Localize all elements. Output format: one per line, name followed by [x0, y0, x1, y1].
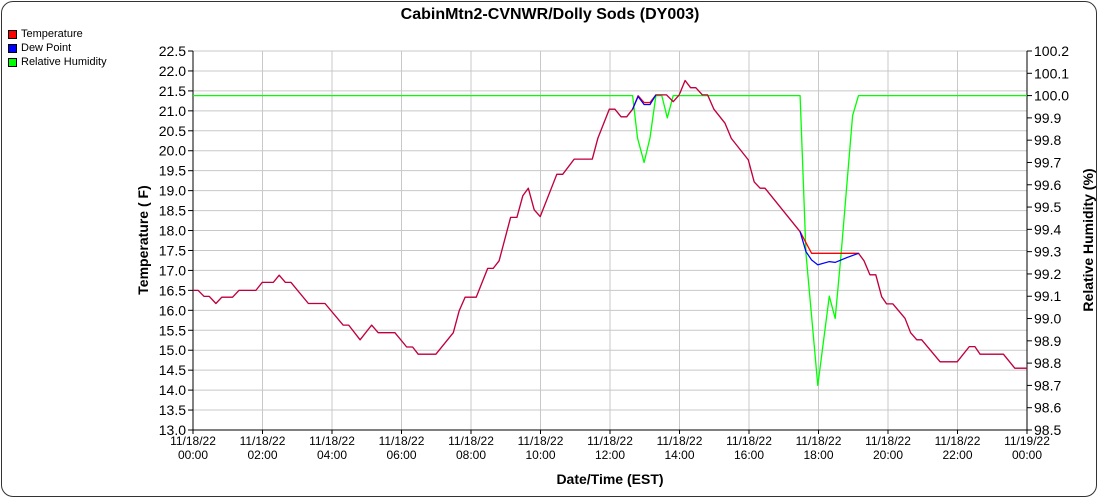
y-tick-label: 20.5	[159, 123, 186, 139]
legend-item-temperature[interactable]: Temperature	[8, 27, 107, 41]
x-tick-date: 11/18/22	[170, 434, 216, 448]
series-line-dew-point-segment	[632, 94, 657, 110]
y2-tick-label: 100.2	[1034, 43, 1069, 59]
series-line-relative-humidity	[193, 94, 1027, 387]
x-tick-date: 11/18/22	[726, 434, 772, 448]
y2-tick-label: 99.8	[1034, 132, 1061, 148]
y2-tick-label: 99.7	[1034, 154, 1061, 170]
y2-tick-label: 100.0	[1034, 88, 1069, 104]
x-tick-date: 11/18/22	[935, 434, 981, 448]
y2-tick-label: 98.9	[1034, 333, 1061, 349]
x-tick-date: 11/18/22	[518, 434, 564, 448]
y-tick-label: 16.0	[159, 302, 186, 318]
legend-swatch-temperature	[8, 29, 17, 39]
x-tick-date: 11/18/22	[448, 434, 494, 448]
y-tick-label: 17.5	[159, 242, 186, 258]
x-tick-time: 20:00	[873, 448, 903, 462]
legend-label: Dew Point	[21, 42, 72, 54]
y2-tick-label: 98.8	[1034, 355, 1061, 371]
x-axis-title: Date/Time (EST)	[556, 471, 663, 487]
y2-tick-label: 98.5	[1034, 422, 1061, 438]
y2-axis-title: Relative Humidity (%)	[1080, 168, 1096, 311]
y-tick-label: 19.5	[159, 163, 186, 179]
y-tick-label: 14.5	[159, 362, 186, 378]
x-tick-time: 04:00	[317, 448, 347, 462]
y-tick-label: 15.0	[159, 342, 186, 358]
y2-tick-label: 99.0	[1034, 311, 1061, 327]
y-tick-label: 15.5	[159, 322, 186, 338]
y2-tick-label: 99.3	[1034, 244, 1061, 260]
y2-tick-label: 100.1	[1034, 65, 1069, 81]
x-tick-time: 10:00	[525, 448, 555, 462]
legend-label: Relative Humidity	[21, 56, 107, 68]
legend-item-dew-point[interactable]: Dew Point	[8, 41, 107, 55]
y2-tick-label: 98.7	[1034, 377, 1061, 393]
x-tick-date: 11/18/22	[587, 434, 633, 448]
x-tick-date: 11/18/22	[865, 434, 911, 448]
x-tick-date: 11/19/22	[1004, 434, 1050, 448]
legend-label: Temperature	[21, 28, 83, 40]
series-line-temperature	[193, 79, 1027, 369]
x-tick-date: 11/18/22	[379, 434, 425, 448]
series-line-dew-point-segment	[799, 231, 859, 266]
y2-tick-label: 99.6	[1034, 177, 1061, 193]
y-tick-label: 21.5	[159, 83, 186, 99]
x-tick-time: 16:00	[734, 448, 764, 462]
x-tick-time: 22:00	[942, 448, 972, 462]
y2-tick-label: 99.4	[1034, 221, 1061, 237]
y-axis-title: Temperature ( F)	[135, 185, 151, 294]
legend-swatch-dew-point	[8, 43, 17, 53]
y-tick-label: 22.5	[159, 43, 186, 59]
x-tick-time: 18:00	[803, 448, 833, 462]
y2-tick-label: 98.6	[1034, 400, 1061, 416]
chart-title: CabinMtn2-CVNWR/Dolly Sods (DY003)	[401, 6, 700, 23]
y2-tick-label: 99.1	[1034, 288, 1061, 304]
x-tick-time: 12:00	[595, 448, 625, 462]
y-tick-label: 14.0	[159, 382, 186, 398]
y-tick-label: 13.5	[159, 402, 186, 418]
y2-tick-label: 99.9	[1034, 110, 1061, 126]
y-tick-label: 20.0	[159, 143, 186, 159]
x-tick-date: 11/18/22	[309, 434, 355, 448]
legend-swatch-relative-humidity	[8, 57, 17, 67]
x-tick-time: 00:00	[178, 448, 208, 462]
x-tick-date: 11/18/22	[796, 434, 842, 448]
x-tick-time: 02:00	[247, 448, 277, 462]
y2-tick-label: 99.5	[1034, 199, 1061, 215]
x-tick-date: 11/18/22	[657, 434, 703, 448]
y-tick-label: 22.0	[159, 63, 186, 79]
x-tick-time: 06:00	[386, 448, 416, 462]
x-tick-time: 00:00	[1012, 448, 1042, 462]
y2-tick-label: 99.2	[1034, 266, 1061, 282]
legend: Temperature Dew Point Relative Humidity	[8, 27, 107, 69]
y-tick-label: 13.0	[159, 422, 186, 438]
legend-item-relative-humidity[interactable]: Relative Humidity	[8, 55, 107, 69]
x-tick-time: 14:00	[664, 448, 694, 462]
x-tick-date: 11/18/22	[240, 434, 286, 448]
y-tick-label: 19.0	[159, 183, 186, 199]
y-tick-label: 17.0	[159, 262, 186, 278]
series-line-dew-point	[193, 79, 1027, 369]
y-tick-label: 18.0	[159, 223, 186, 239]
y-tick-label: 21.0	[159, 103, 186, 119]
x-tick-time: 08:00	[456, 448, 486, 462]
y-tick-label: 16.5	[159, 282, 186, 298]
y-tick-label: 18.5	[159, 203, 186, 219]
